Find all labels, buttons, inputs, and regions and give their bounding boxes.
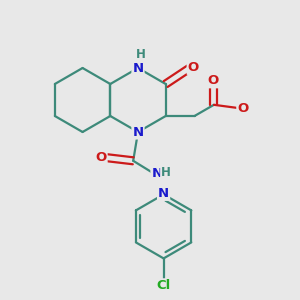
Text: N: N <box>152 167 163 180</box>
Text: H: H <box>136 49 146 62</box>
Text: N: N <box>132 125 144 139</box>
Text: O: O <box>188 61 199 74</box>
Text: O: O <box>95 151 106 164</box>
Text: Cl: Cl <box>157 279 171 292</box>
Text: O: O <box>237 101 248 115</box>
Text: O: O <box>207 74 218 87</box>
Text: N: N <box>158 187 169 200</box>
Text: N: N <box>132 61 144 74</box>
Text: H: H <box>161 166 171 179</box>
